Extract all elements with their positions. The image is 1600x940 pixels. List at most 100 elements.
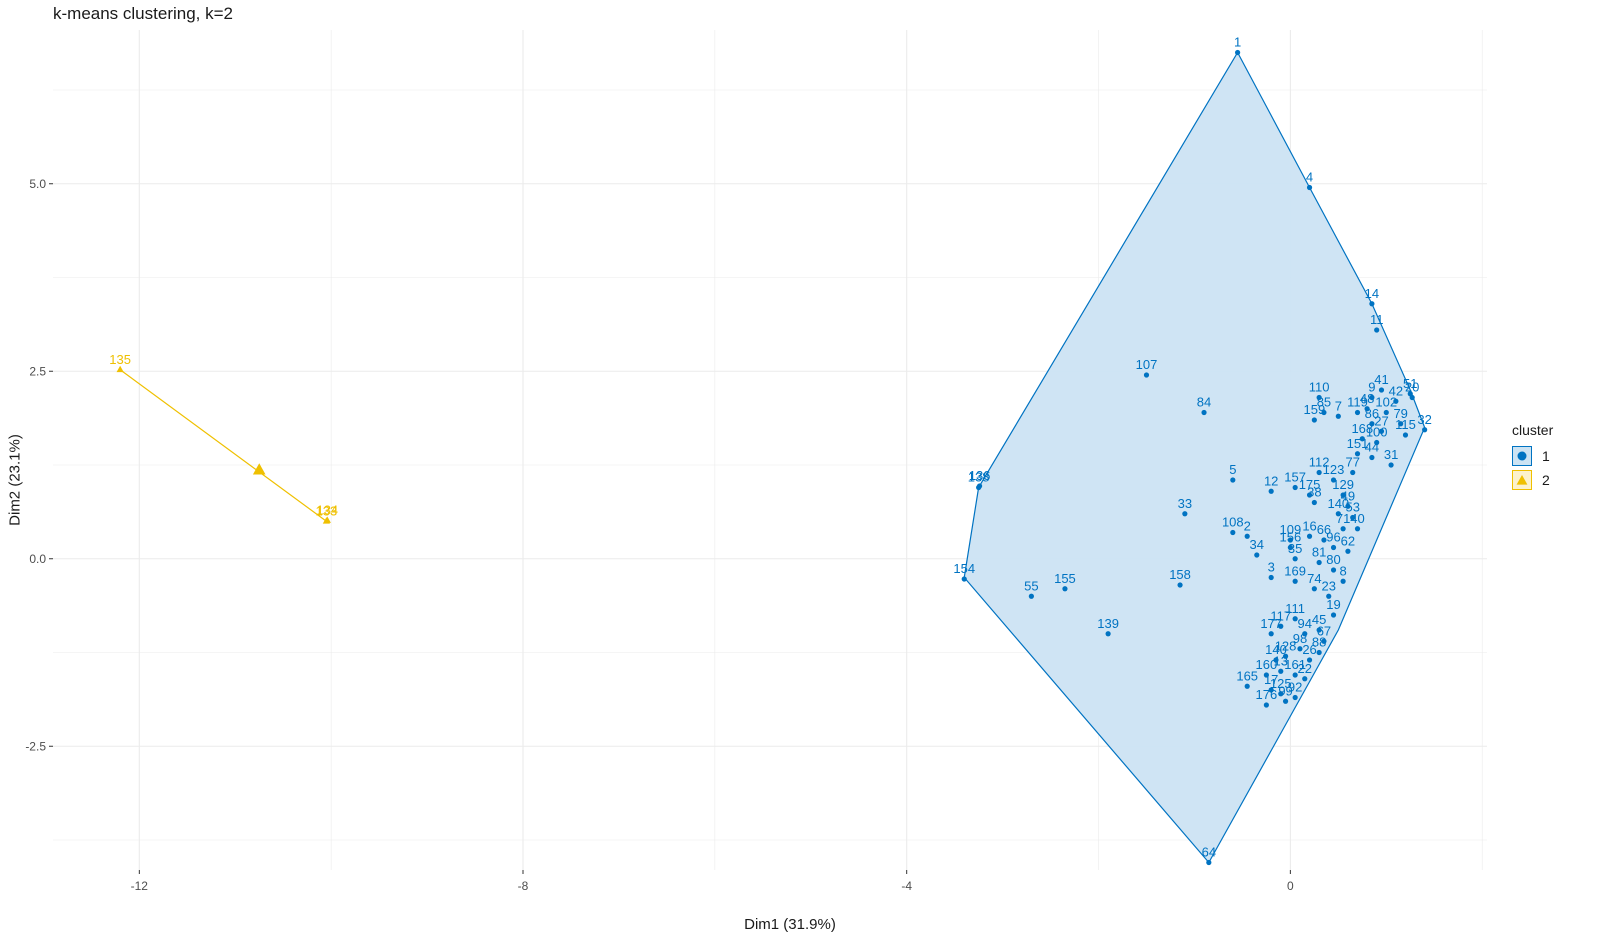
point-label: 99	[1278, 683, 1292, 698]
data-point	[1287, 544, 1293, 551]
legend-title: cluster	[1512, 422, 1554, 438]
point-label: 159	[1303, 402, 1325, 417]
point-label: 23	[1321, 578, 1335, 593]
point-label: 79	[1393, 406, 1407, 421]
data-point	[1292, 556, 1298, 562]
point-label: 34	[1250, 537, 1264, 552]
point-label: 55	[1024, 578, 1038, 593]
point-label: 19	[1326, 597, 1340, 612]
point-label: 62	[1341, 533, 1355, 548]
data-point	[1177, 582, 1183, 588]
cluster-2-hull	[119, 369, 327, 522]
point-label: 77	[1345, 455, 1359, 470]
point-label: 110	[1309, 380, 1330, 395]
point-label: 169	[1284, 563, 1306, 578]
point-label: 177	[1260, 616, 1282, 631]
point-label: 64	[1202, 845, 1216, 860]
x-tick-label: -4	[901, 879, 912, 893]
data-point	[1311, 586, 1317, 592]
data-point	[1230, 529, 1236, 536]
data-point	[1374, 327, 1380, 333]
y-axis-label: Dim2 (23.1%)	[6, 434, 24, 526]
data-point	[1297, 646, 1303, 652]
data-point	[1302, 676, 1308, 682]
point-label: 98	[1293, 631, 1307, 646]
point-label: 158	[1169, 567, 1191, 582]
y-tick-label: -2.5	[25, 739, 46, 753]
data-point	[1402, 432, 1409, 438]
point-label: 139	[1097, 616, 1119, 631]
point-label: 157	[1284, 470, 1306, 485]
point-label: 112	[1309, 455, 1330, 470]
data-point	[1326, 593, 1332, 599]
data-point	[976, 483, 983, 489]
data-point	[1316, 469, 1322, 476]
cluster-centroid	[252, 463, 266, 475]
data-point	[1340, 578, 1346, 584]
point-label: 16	[1302, 518, 1316, 533]
point-label: 22	[1298, 661, 1312, 676]
point-label: 151	[1347, 436, 1369, 451]
data-point	[1268, 488, 1274, 494]
data-point	[1321, 638, 1327, 644]
point-label: 20	[1405, 380, 1419, 395]
point-label: 86	[1365, 406, 1379, 421]
data-point	[1388, 462, 1394, 468]
point-label: 71	[1336, 511, 1350, 526]
point-label: 32	[1417, 412, 1431, 427]
point-label: 80	[1326, 552, 1340, 567]
data-point	[1268, 631, 1274, 637]
data-point	[1354, 451, 1361, 457]
point-label: 176	[1256, 687, 1278, 702]
data-point	[1345, 503, 1351, 509]
data-point	[1321, 409, 1327, 416]
data-point	[1340, 492, 1346, 498]
data-point	[1273, 657, 1279, 663]
legend-key-triangle-icon	[1512, 470, 1532, 490]
point-label: 53	[1345, 500, 1359, 515]
point-label: 44	[1365, 440, 1379, 455]
data-point	[1268, 687, 1274, 693]
point-label: 96	[1326, 530, 1340, 545]
data-point	[1316, 559, 1322, 566]
data-point	[1292, 616, 1298, 622]
data-point	[1244, 533, 1250, 539]
point-label: 3	[1268, 560, 1275, 575]
data-point	[1201, 409, 1207, 416]
data-point	[1378, 428, 1385, 434]
data-point	[1062, 586, 1068, 592]
data-point	[1306, 533, 1313, 539]
point-label: 85	[1317, 395, 1331, 410]
point-label: 111	[1285, 601, 1305, 616]
point-label: 7	[1335, 398, 1342, 413]
data-point	[1278, 691, 1284, 697]
point-label: 4	[1306, 170, 1313, 185]
y-axis-ticks: -2.5 0.0 2.5 5.0	[25, 177, 53, 753]
data-point	[1345, 548, 1351, 554]
point-label: 100	[1366, 425, 1388, 440]
data-point	[1206, 859, 1212, 866]
data-point	[1028, 593, 1034, 599]
point-label: 140	[1265, 642, 1287, 657]
legend-label: 2	[1542, 472, 1550, 488]
data-point	[1268, 574, 1274, 581]
point-label: 109	[1280, 522, 1302, 537]
point-label: 154	[953, 561, 975, 576]
data-point	[1143, 372, 1150, 378]
data-point	[1330, 544, 1337, 551]
x-axis-ticks: -12 -8 -4 0	[131, 870, 1294, 893]
point-label: 107	[1136, 357, 1158, 372]
point-label: 108	[1222, 515, 1244, 530]
data-point	[1335, 413, 1341, 419]
data-point	[1374, 439, 1380, 446]
data-point	[1383, 409, 1389, 416]
x-tick-label: 0	[1287, 879, 1294, 893]
point-label: 27	[1374, 413, 1388, 428]
point-label: 5	[1229, 462, 1236, 477]
data-point	[1311, 499, 1317, 506]
point-label: 40	[1350, 511, 1364, 526]
point-label: 81	[1312, 545, 1326, 560]
point-label: 115	[1395, 417, 1416, 432]
point-label: 33	[1178, 496, 1192, 511]
